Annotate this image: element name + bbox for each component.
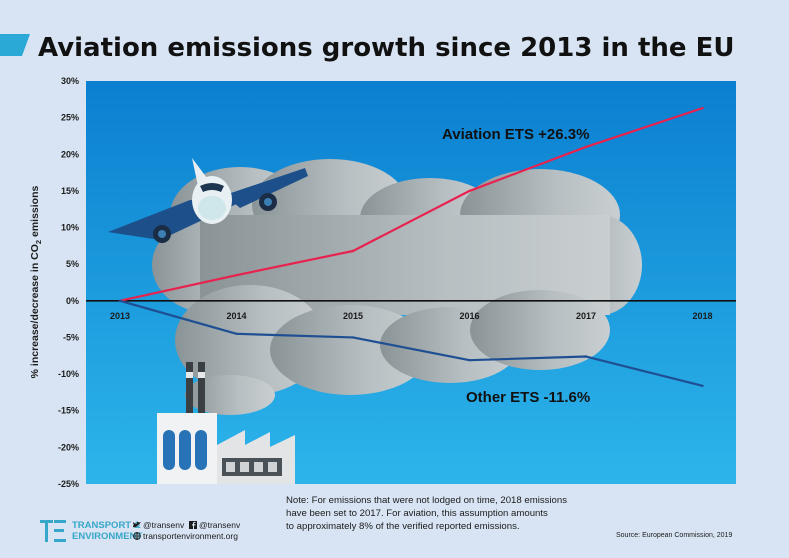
data-point-other-ets [351, 336, 355, 339]
y-axis-label-subscript: 2 [34, 240, 43, 244]
x-tick-label: 2015 [343, 311, 363, 321]
factory-illustration [157, 362, 295, 484]
brand-name-line1: TRANSPORT & [72, 520, 141, 531]
brand-logo-icon [40, 520, 66, 542]
y-tick-label: 20% [61, 149, 79, 159]
x-tick-label: 2013 [110, 311, 130, 321]
chart-title: Aviation emissions growth since 2013 in … [38, 33, 734, 63]
series-label-aviation-ets: Aviation ETS +26.3% [442, 126, 589, 143]
data-point-aviation-ets [701, 106, 704, 110]
note-line-2: have been set to 2017. For aviation, thi… [286, 508, 548, 519]
y-tick-label: 0% [66, 296, 79, 306]
y-tick-label: -20% [58, 442, 79, 452]
series-line-other-ets [119, 299, 703, 387]
y-tick-label: 5% [66, 259, 79, 269]
title-accent-bar [0, 34, 30, 56]
airplane-illustration [108, 158, 308, 243]
y-tick-label: 25% [61, 113, 79, 123]
x-tick-label: 2016 [459, 311, 479, 321]
data-point-aviation-ets [584, 145, 588, 149]
data-point-aviation-ets [468, 189, 471, 193]
series-line-aviation-ets [119, 107, 703, 302]
chart-note: Note: For emissions that were not lodged… [286, 494, 616, 533]
y-axis-label: % increase/decrease in CO2 emissions [29, 185, 43, 378]
facebook-icon [188, 521, 197, 529]
twitter-icon [133, 521, 141, 529]
data-point-aviation-ets [235, 273, 238, 277]
y-tick-label: 10% [61, 223, 79, 233]
data-point-other-ets [468, 358, 471, 362]
y-tick-label: -25% [58, 479, 79, 489]
data-point-other-ets [235, 332, 238, 335]
x-tick-label: 2018 [692, 311, 712, 321]
y-axis-label-tail: emissions [29, 185, 41, 239]
website-link[interactable]: transportenvironment.org [143, 531, 238, 541]
y-tick-label: 30% [61, 76, 79, 86]
globe-icon [133, 532, 141, 541]
x-tick-label: 2017 [576, 311, 596, 321]
facebook-handle[interactable]: @transenv [198, 520, 241, 530]
note-line-1: Note: For emissions that were not lodged… [286, 495, 568, 506]
note-line-3: to approximately 8% of the verified repo… [286, 521, 520, 532]
y-tick-label: -10% [58, 369, 79, 379]
y-axis-label-main: % increase/decrease in CO [29, 244, 41, 378]
y-tick-label: -5% [63, 332, 79, 342]
data-point-aviation-ets [351, 249, 355, 253]
brand-name-line2: ENVIRONMENT [72, 531, 143, 542]
series-label-other-ets: Other ETS -11.6% [466, 389, 590, 406]
social-handles: @transenv @transenv transportenvironment… [133, 520, 240, 542]
x-tick-label: 2014 [226, 311, 246, 321]
y-tick-label: -15% [58, 406, 79, 416]
data-point-other-ets [118, 299, 122, 303]
data-point-other-ets [584, 355, 588, 358]
brand-name: TRANSPORT & ENVIRONMENT [72, 520, 142, 542]
source-citation: Source: European Commission, 2019 [616, 532, 733, 539]
data-point-other-ets [701, 384, 704, 388]
y-tick-label: 15% [61, 186, 79, 196]
twitter-handle[interactable]: @transenv [143, 520, 185, 530]
